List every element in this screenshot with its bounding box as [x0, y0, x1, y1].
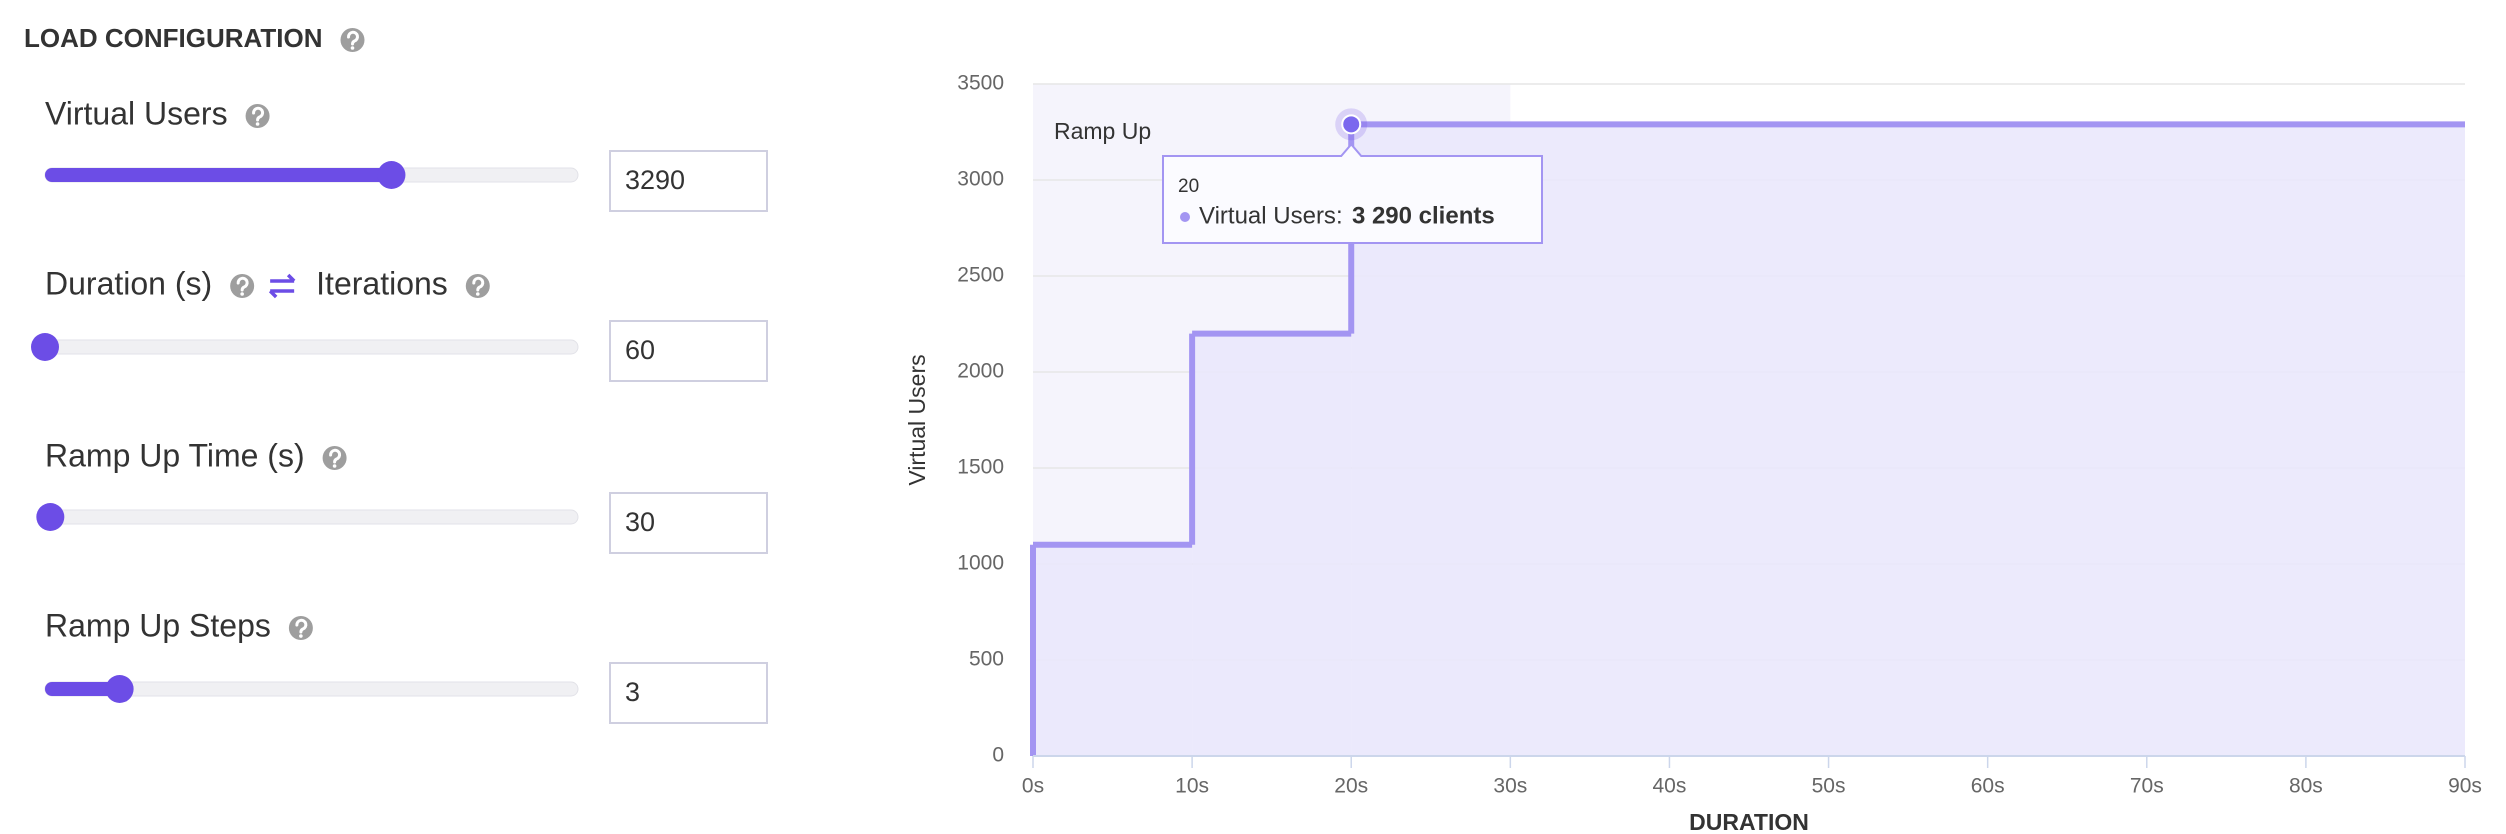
help-dot — [255, 122, 260, 126]
plot-band-label: Ramp Up — [1054, 118, 1151, 144]
tooltip-series: Virtual Users — [1199, 202, 1336, 229]
y-tick-label: 2000 — [957, 360, 1004, 383]
field-label: Ramp Up Time (s) — [45, 437, 305, 473]
help-glyph — [236, 276, 249, 292]
number-input[interactable] — [609, 492, 768, 554]
field-label: Virtual Users — [45, 95, 228, 131]
input-value: 30 — [625, 507, 655, 537]
help-icon[interactable] — [322, 446, 347, 470]
slider-fill — [45, 168, 392, 182]
x-tick-label: 40s — [1653, 775, 1687, 798]
y-tick-label: 0 — [992, 744, 1004, 767]
help-circle — [245, 104, 270, 128]
field-label: Duration (s) — [45, 265, 212, 301]
help-glyph — [472, 276, 485, 292]
slider-track[interactable] — [44, 339, 579, 355]
help-circle — [465, 274, 490, 298]
y-tick-label: 3500 — [957, 72, 1004, 95]
help-dot — [240, 292, 244, 296]
x-tick-label: 70s — [2130, 775, 2164, 798]
help-icon[interactable] — [230, 274, 255, 298]
slider-thumb[interactable] — [105, 675, 134, 703]
area-step — [1033, 544, 1193, 756]
help-icon[interactable] — [340, 28, 365, 52]
help-icon[interactable] — [245, 104, 270, 128]
input-value: 60 — [625, 335, 655, 365]
field-label: Ramp Up Steps — [45, 607, 271, 643]
x-axis-label: DURATION — [1689, 809, 1809, 834]
x-tick-label: 90s — [2448, 775, 2482, 798]
help-dot — [350, 46, 355, 50]
number-input[interactable] — [609, 150, 768, 212]
x-tick-label: 20s — [1334, 775, 1368, 798]
y-tick-label: 500 — [969, 648, 1004, 671]
y-tick-label: 2500 — [957, 264, 1004, 287]
slider-track[interactable] — [44, 509, 579, 525]
help-dot — [475, 292, 480, 296]
x-tick-label: 60s — [1971, 775, 2005, 798]
slider-thumb[interactable] — [377, 161, 406, 189]
y-tick-label: 3000 — [957, 168, 1004, 191]
help-icon[interactable] — [465, 274, 490, 298]
tooltip-x: 20 — [1178, 176, 1199, 197]
x-tick-label: 0s — [1022, 775, 1044, 798]
help-circle — [340, 28, 365, 52]
help-circle — [322, 446, 347, 470]
help-circle — [288, 616, 313, 640]
swap-icon[interactable] — [268, 273, 296, 299]
input-value: 3 — [625, 677, 640, 707]
x-tick-label: 50s — [1812, 775, 1846, 798]
help-glyph — [329, 448, 342, 464]
y-axis-label: Virtual Users — [904, 354, 930, 485]
tooltip-value: 3 290 clients — [1352, 202, 1495, 229]
panel-title: LOAD CONFIGURATION — [24, 23, 323, 53]
number-input[interactable] — [609, 320, 768, 382]
slider-thumb[interactable] — [31, 333, 59, 361]
help-glyph — [252, 106, 265, 122]
y-tick-label: 1500 — [957, 456, 1004, 479]
tooltip-box — [1162, 142, 1543, 244]
help-dot — [299, 634, 303, 638]
help-glyph — [347, 30, 359, 46]
help-circle — [230, 274, 255, 298]
number-input[interactable] — [609, 662, 768, 724]
help-icon[interactable] — [288, 616, 313, 640]
tooltip-dot — [1180, 212, 1190, 222]
slider-thumb[interactable] — [36, 503, 65, 531]
help-dot — [332, 464, 337, 468]
x-tick-label: 30s — [1493, 775, 1527, 798]
marker — [1341, 114, 1362, 135]
input-value: 3290 — [625, 165, 685, 195]
slider-fill — [45, 682, 120, 696]
y-tick-label: 1000 — [957, 552, 1004, 575]
x-tick-label: 10s — [1175, 775, 1209, 798]
help-glyph — [295, 618, 308, 634]
x-tick-label: 80s — [2289, 775, 2323, 798]
toggle-label[interactable]: Iterations — [316, 265, 448, 301]
tooltip-sep: : — [1336, 202, 1343, 229]
area-step — [1192, 333, 1352, 756]
